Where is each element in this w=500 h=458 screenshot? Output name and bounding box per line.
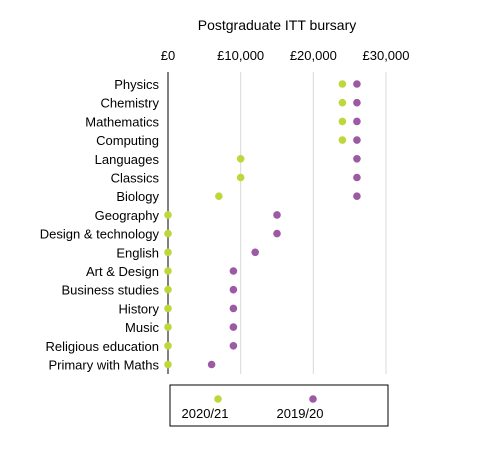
point-series-a	[164, 323, 172, 331]
x-tick-label: £20,000	[290, 48, 337, 63]
category-labels: Physics Chemistry Mathematics Computing Lang…	[40, 77, 160, 373]
legend-marker	[214, 395, 222, 403]
category-label: Mathematics	[85, 114, 159, 129]
point-series-a	[164, 248, 172, 257]
category-label: History	[119, 301, 160, 316]
point-series-a	[338, 98, 347, 107]
point-series-b	[207, 360, 216, 369]
x-axis-ticks: £0 £10,000 £20,000 £30,000	[161, 48, 410, 63]
category-label: Music	[125, 320, 159, 335]
point-series-a	[236, 155, 245, 163]
point-series-b	[353, 192, 361, 200]
point-series-a	[164, 360, 172, 369]
legend-box	[169, 384, 389, 427]
point-series-b	[273, 211, 281, 219]
point-series-a	[164, 267, 172, 275]
point-series-b	[353, 80, 361, 88]
point-series-b	[353, 136, 361, 144]
point-series-b	[229, 342, 238, 350]
x-tick-label: £30,000	[363, 48, 410, 63]
point-series-a	[215, 192, 223, 200]
gridlines	[240, 72, 387, 374]
point-series-a	[164, 211, 172, 219]
point-series-b	[229, 323, 238, 331]
chart-title: Postgraduate ITT bursary	[198, 17, 356, 33]
category-label: Physics	[114, 77, 159, 92]
point-series-a	[236, 173, 245, 182]
category-label: Computing	[96, 133, 159, 148]
point-series-b	[353, 173, 361, 182]
point-series-b	[353, 155, 361, 163]
category-label: Classics	[111, 171, 160, 186]
point-series-b	[229, 285, 238, 294]
point-series-a	[338, 117, 347, 126]
x-tick-label: £10,000	[217, 48, 264, 63]
category-label: English	[116, 245, 159, 260]
category-label: Design & technology	[40, 227, 160, 242]
point-series-b	[353, 98, 361, 107]
point-series-b	[229, 267, 238, 275]
point-series-a	[164, 229, 172, 238]
legend: 2020/21 2019/20	[169, 384, 389, 427]
category-label: Biology	[116, 189, 159, 204]
legend-label: 2019/20	[277, 406, 324, 421]
category-label: Chemistry	[100, 96, 159, 111]
point-series-b	[251, 248, 259, 257]
data-points	[164, 80, 361, 369]
category-label: Art & Design	[86, 264, 159, 279]
x-tick-label: £0	[161, 48, 175, 63]
category-label: Religious education	[46, 339, 159, 354]
category-label: Primary with Maths	[48, 358, 159, 373]
category-label: Geography	[95, 208, 160, 223]
point-series-a	[164, 304, 172, 313]
legend-label: 2020/21	[182, 406, 229, 421]
point-series-a	[164, 342, 172, 350]
point-series-a	[338, 80, 347, 88]
point-series-a	[164, 285, 172, 294]
legend-marker	[309, 395, 317, 403]
point-series-b	[273, 229, 281, 238]
point-series-b	[353, 117, 361, 126]
point-series-a	[338, 136, 347, 144]
point-series-b	[229, 304, 238, 313]
category-label: Business studies	[61, 283, 159, 298]
category-label: Languages	[95, 152, 160, 167]
